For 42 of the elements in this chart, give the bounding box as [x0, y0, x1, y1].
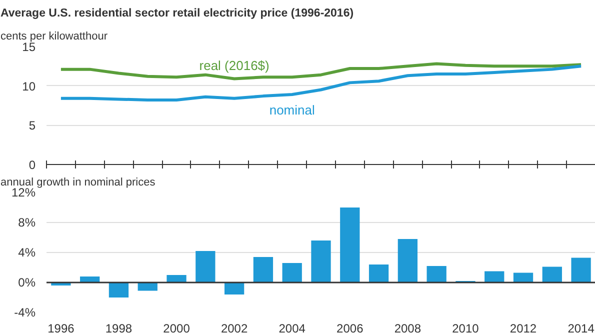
bar	[398, 239, 418, 282]
x-tick-label: 2006	[336, 322, 364, 335]
y-axis-title: annual growth in nominal prices	[0, 176, 156, 188]
y-tick-label: 10	[22, 79, 36, 94]
chart-title: Average U.S. residential sector retail electricity price (1996-2016)	[0, 8, 354, 20]
y-tick-label: 5	[28, 118, 36, 133]
bar	[311, 240, 331, 282]
x-tick-label: 2002	[220, 322, 248, 335]
y-tick-label: 0%	[18, 276, 36, 290]
y-tick-label: 12%	[11, 186, 36, 200]
bar	[224, 282, 244, 294]
x-tick-label: 2004	[278, 322, 306, 335]
series-label: nominal	[269, 102, 315, 118]
x-tick-label: 2012	[510, 322, 537, 335]
x-tick-label: 1998	[105, 322, 132, 335]
bar	[282, 263, 302, 282]
y-tick-label: 15	[22, 40, 36, 54]
x-tick-label: 2000	[163, 322, 190, 335]
line-series	[59, 62, 583, 80]
bar	[80, 276, 100, 282]
bar	[426, 266, 446, 282]
bar	[571, 258, 591, 282]
x-tick-label: 2008	[394, 322, 422, 335]
bar	[138, 282, 158, 291]
y-tick-label: 0	[28, 158, 36, 172]
x-tick-label: 2010	[452, 322, 480, 335]
bar	[484, 271, 504, 282]
y-tick-label: 4%	[18, 246, 36, 260]
bar	[368, 264, 389, 282]
y-axis-title: cents per kilowatthour	[0, 30, 108, 42]
bar	[542, 266, 562, 282]
bar	[513, 272, 534, 282]
bar	[340, 208, 360, 282]
y-tick-label: -4%	[14, 306, 36, 320]
series-label: real (2016$)	[199, 58, 270, 73]
x-tick-label: 1996	[48, 322, 75, 335]
y-tick-label: 8%	[18, 216, 36, 230]
bar	[196, 251, 216, 282]
bar	[166, 275, 186, 282]
bar	[108, 282, 129, 298]
x-tick-label: 2014	[568, 322, 595, 335]
bar	[253, 257, 274, 282]
